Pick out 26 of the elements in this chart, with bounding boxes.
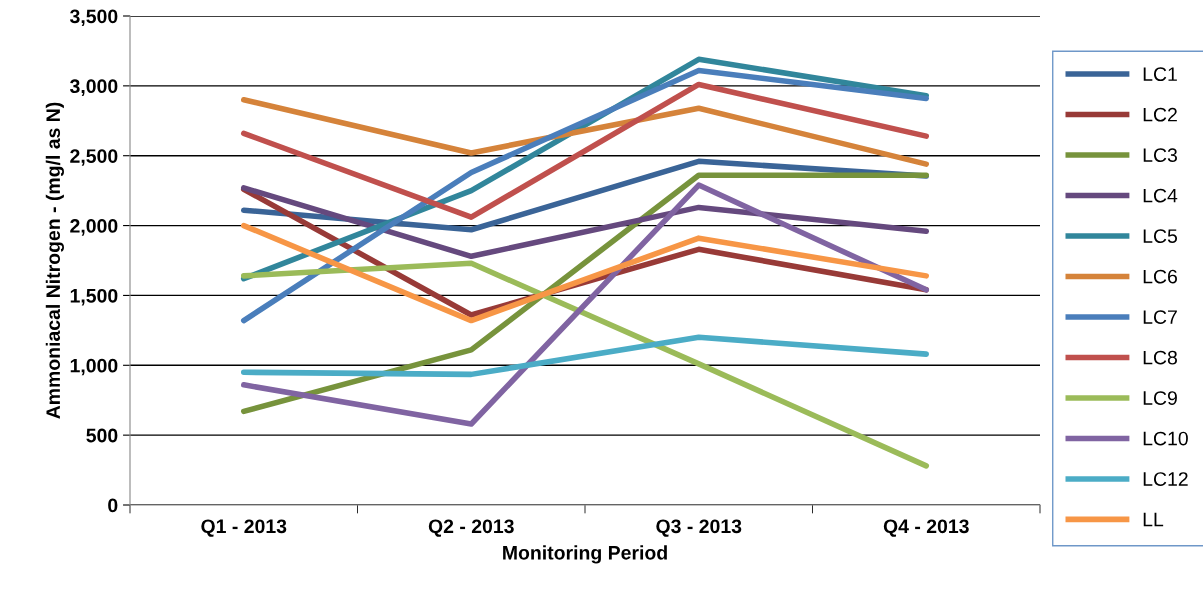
legend-label: LC6 [1143,269,1177,284]
legend-label: LC8 [1143,350,1177,365]
legend-label: LC9 [1143,391,1177,405]
y-axis-title: Ammoniacal Nitrogen - (mg/l as N) [45,102,64,419]
y-tick-label: 2,500 [70,149,118,166]
y-tick-label: 0 [108,498,118,513]
legend-label: LC5 [1143,229,1178,243]
x-axis-title: Monitoring Period [503,545,667,564]
y-tick-label: 3,500 [69,9,118,27]
legend-label: LC10 [1143,431,1188,446]
y-tick-label: 500 [86,428,118,443]
y-tick-label: 3,000 [69,79,118,96]
legend-label: LC1 [1143,67,1177,82]
legend-label: LC7 [1143,310,1177,324]
x-tick-label: Q4 - 2013 [883,519,969,537]
legend-label: LC2 [1143,107,1177,122]
x-tick-label: Q3 - 2013 [656,519,742,537]
legend-label: LC4 [1143,188,1178,203]
y-tick-label: 1,500 [70,288,118,306]
y-tick-label: 1,000 [70,358,118,376]
x-tick-label: Q2 - 2013 [428,519,514,537]
legend-label: LC3 [1143,148,1177,163]
x-tick-label: Q1 - 2013 [201,519,287,537]
legend-label: LL [1143,512,1164,527]
legend-label: LC12 [1143,472,1188,486]
y-tick-label: 2,000 [70,219,118,236]
